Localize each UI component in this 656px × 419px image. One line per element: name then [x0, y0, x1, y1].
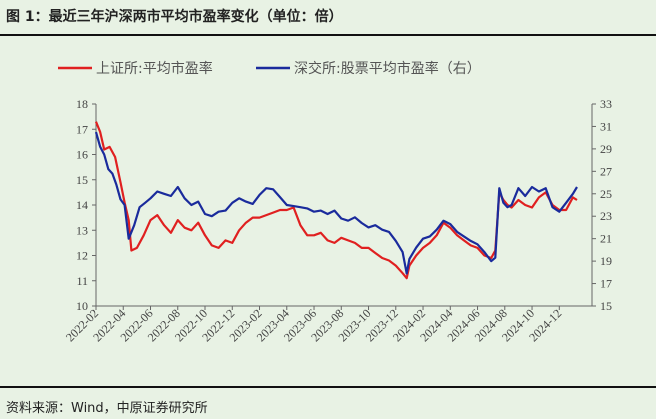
legend-label-1: 上证所:平均市盈率 [96, 60, 213, 77]
y-left-tick-label: 15 [76, 173, 88, 187]
y-right-tick-label: 21 [600, 232, 612, 246]
y-right-tick-label: 33 [600, 97, 612, 111]
y-right-tick-label: 27 [600, 164, 612, 178]
y-left-tick-label: 16 [76, 148, 88, 162]
y-left-tick-label: 13 [76, 223, 88, 237]
y-right-tick-label: 17 [600, 277, 612, 291]
source-note: 资料来源：Wind，中原证券研究所 [6, 401, 208, 416]
figure-title: 图 1：最近三年沪深两市平均市盈率变化（单位：倍） [6, 9, 343, 25]
top-rule [0, 34, 656, 36]
y-right-tick-label: 25 [600, 187, 612, 201]
y-right-tick-label: 23 [600, 209, 612, 223]
series-line-1 [94, 121, 578, 280]
y-left-tick-label: 11 [76, 274, 88, 288]
bottom-rule [0, 386, 656, 388]
y-right-tick-label: 19 [600, 254, 612, 268]
y-right-tick-label: 15 [600, 299, 612, 313]
legend-label-2: 深交所:股票平均市盈率（右） [294, 60, 481, 77]
y-left-tick-label: 14 [76, 198, 88, 212]
y-right-tick-label: 31 [600, 119, 612, 133]
y-left-tick-label: 10 [76, 299, 88, 313]
y-left-tick-label: 18 [76, 97, 88, 111]
y-right-tick-label: 29 [600, 142, 612, 156]
y-left-tick-label: 12 [76, 249, 88, 263]
line-chart: 1011121314151617181517192123252729313320… [58, 60, 612, 344]
series-line-2 [94, 131, 578, 275]
y-left-tick-label: 17 [76, 122, 88, 136]
